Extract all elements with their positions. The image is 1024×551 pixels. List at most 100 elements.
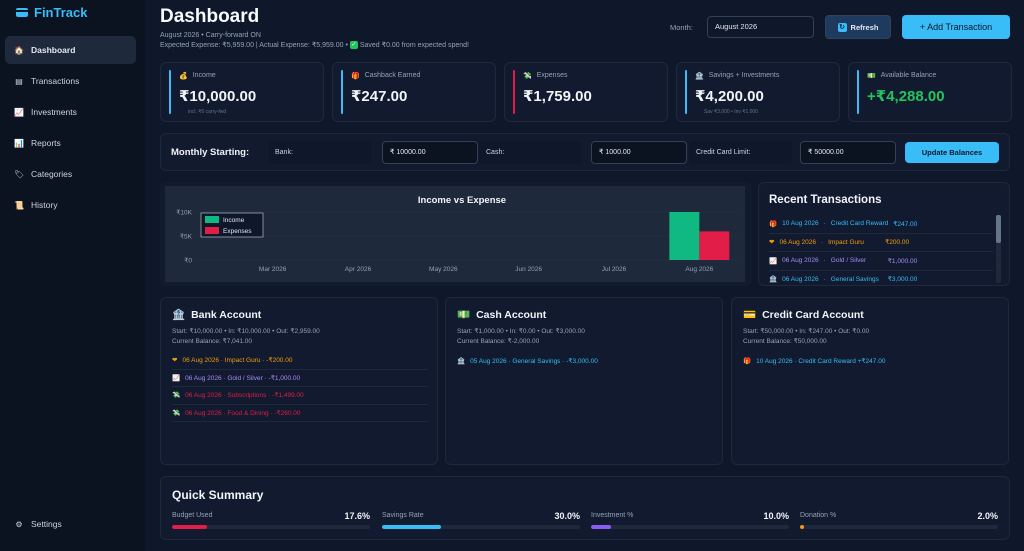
bar-expenses-aug-2026: [699, 231, 730, 260]
legend-swatch: [205, 227, 219, 234]
transaction-amount: ₹247.00: [893, 220, 918, 228]
transaction-date: 06 Aug 2026: [782, 257, 819, 265]
expense-summary-text: Expected Expense: ₹5,959.00 | Actual Exp…: [160, 42, 348, 49]
sidebar-item-label: Transactions: [31, 76, 80, 86]
sidebar-item-label: Settings: [31, 519, 62, 529]
list-item[interactable]: 🎁 10 Aug 2026 · Credit Card Reward ₹247.00: [769, 215, 993, 234]
transaction-text: 06 Aug 2026 · Gold / Silver · -₹1,000.00: [185, 374, 301, 382]
sidebar-item-investments[interactable]: 📈 Investments: [5, 98, 136, 126]
gift-icon: 🎁: [769, 220, 778, 228]
transaction-text: 06 Aug 2026 · Food & Dining · -₹260.00: [185, 409, 301, 417]
check-icon: ✓: [349, 41, 358, 50]
account-transactions: ❤ 06 Aug 2026 · Impact Guru · -₹200.00 📈 06…: [172, 352, 428, 422]
sidebar-item-label: Reports: [31, 138, 61, 148]
sidebar-item-history[interactable]: 📜 History: [5, 191, 136, 219]
quick-summary-panel: Quick Summary Budget Used 17.6% Savings Ra…: [160, 476, 1010, 540]
bank-icon: 🏦: [695, 73, 704, 80]
sidebar-item-transactions[interactable]: ▤ Transactions: [5, 67, 136, 95]
cash-icon: 💵: [867, 73, 876, 80]
heart-icon: ❤: [172, 357, 178, 365]
account-balance: Current Balance: ₹50,000.00: [743, 338, 827, 345]
list-item[interactable]: 🏦 06 Aug 2026 · General Savings ₹3,000.00: [769, 271, 993, 286]
chart-up-icon: 📈: [14, 107, 24, 117]
recent-transactions-title: Recent Transactions: [769, 194, 882, 206]
tag-icon: 🏷: [14, 169, 25, 179]
metric-progress-fill: [172, 525, 207, 529]
bank-icon: 🏦: [172, 309, 186, 321]
credit-limit-input[interactable]: ₹ 50000.00: [800, 141, 896, 164]
stat-note: Sav ₹3,000 • Inv ₹1,000: [704, 109, 758, 115]
credit-card-icon: 💳: [743, 309, 757, 321]
monthly-starting-title: Monthly Starting:: [171, 147, 250, 158]
sidebar-item-label: Dashboard: [31, 45, 76, 55]
account-transactions: 🎁 10 Aug 2026 · Credit Card Reward +₹247.…: [743, 352, 999, 370]
recent-scrollbar-thumb[interactable]: [996, 215, 1001, 243]
transaction-description: Impact Guru: [828, 238, 864, 246]
stat-note: incl. ₹0 carry-fwd: [188, 109, 227, 115]
main-content: Dashboard August 2026 • Carry-forward ON…: [145, 0, 1024, 551]
stat-label-text: Income: [192, 72, 216, 79]
account-panel: 💳 Credit Card Account Start: ₹50,000.00 • …: [731, 297, 1009, 465]
month-input[interactable]: August 2026: [707, 16, 814, 38]
metric-progress-track: [172, 525, 370, 529]
account-meta: Start: ₹10,000.00 • In: ₹10,000.00 • Out…: [172, 327, 320, 347]
month-label: Month:: [670, 23, 693, 32]
x-tick-label: May 2026: [429, 266, 458, 273]
metric-label: Savings Rate: [382, 512, 424, 519]
monthly-starting-bar: Monthly Starting: Bank: ₹ 10000.00 Cash:…: [160, 133, 1010, 171]
x-tick-label: Jul 2026: [602, 266, 627, 273]
stat-card: 💰 Income ₹10,000.00 incl. ₹0 carry-fwd: [160, 62, 324, 122]
credit-limit-label: Credit Card Limit:: [689, 141, 792, 164]
sidebar-item-label: Investments: [31, 107, 77, 117]
metric-progress-fill: [382, 525, 442, 529]
stat-value: ₹4,200.00: [695, 88, 764, 105]
legend-label: Income: [223, 217, 245, 224]
metric-progress-track: [382, 525, 580, 529]
account-meta: Start: ₹1,000.00 • In: ₹0.00 • Out: ₹3,0…: [457, 327, 585, 347]
gift-icon: 🎁: [743, 357, 752, 365]
heart-icon: ❤: [769, 239, 775, 247]
list-item[interactable]: ❤ 06 Aug 2026 · Impact Guru · -₹200.00: [172, 352, 428, 370]
list-item[interactable]: 💸 06 Aug 2026 · Food & Dining · -₹260.00: [172, 405, 428, 422]
list-item[interactable]: 📈 06 Aug 2026 · Gold / Silver ₹1,000.00: [769, 252, 993, 271]
account-title-text: Cash Account: [476, 308, 547, 321]
list-item[interactable]: 📈 06 Aug 2026 · Gold / Silver · -₹1,000.0…: [172, 370, 428, 387]
add-transaction-button[interactable]: + Add Transaction: [902, 15, 1010, 39]
subtitle-expense-summary: Expected Expense: ₹5,959.00 | Actual Exp…: [160, 41, 469, 51]
app-name: FinTrack: [34, 5, 88, 20]
gift-icon: 🎁: [351, 73, 360, 80]
y-tick-label: ₹10K: [176, 209, 192, 217]
separator: ·: [823, 220, 826, 228]
stat-accent-bar: [513, 70, 515, 114]
subtitle-period: August 2026 • Carry-forward ON: [160, 32, 261, 39]
sidebar-item-reports[interactable]: 📊 Reports: [5, 129, 136, 157]
list-item[interactable]: 🏦 05 Aug 2026 · General Savings · -₹3,000…: [457, 352, 713, 370]
recent-transactions-panel: Recent Transactions 🎁 10 Aug 2026 · Credit …: [758, 182, 1010, 286]
sidebar-item-categories[interactable]: 🏷 Categories: [5, 160, 136, 188]
transaction-description: General Savings: [830, 275, 879, 283]
account-flow: Start: ₹50,000.00 • In: ₹247.00 • Out: ₹…: [743, 328, 870, 335]
sidebar-item-settings[interactable]: ⚙ Settings: [14, 519, 62, 529]
stat-value: ₹247.00: [351, 88, 408, 105]
stat-card: 🎁 Cashback Earned ₹247.00: [332, 62, 496, 122]
metric-progress-track: [800, 525, 998, 529]
update-balances-button[interactable]: Update Balances: [905, 142, 999, 163]
separator: ·: [820, 238, 824, 246]
refresh-button[interactable]: ↻ Refresh: [825, 15, 891, 39]
x-tick-label: Aug 2026: [685, 266, 713, 273]
stat-label: 💵 Available Balance: [867, 72, 936, 80]
cash-starting-input[interactable]: ₹ 1000.00: [591, 141, 687, 164]
bank-starting-input[interactable]: ₹ 10000.00: [382, 141, 478, 164]
list-item[interactable]: 💸 06 Aug 2026 · Subscriptions · -₹1,499.0…: [172, 387, 428, 405]
sidebar-item-dashboard[interactable]: 🏠 Dashboard: [5, 36, 136, 64]
list-item[interactable]: ❤ 06 Aug 2026 · Impact Guru ₹200.00: [769, 234, 993, 252]
transaction-description: Credit Card Reward: [830, 220, 889, 228]
chart-svg: Income vs Expense ₹0 ₹5K ₹10K Mar 2026 Apr 20…: [165, 186, 745, 282]
sidebar-item-label: Categories: [31, 169, 73, 179]
stat-label-text: Expenses: [536, 72, 568, 79]
metric-value: 2.0%: [977, 511, 998, 521]
list-item[interactable]: 🎁 10 Aug 2026 · Credit Card Reward +₹247.…: [743, 352, 999, 370]
recent-scrollbar[interactable]: [996, 215, 1001, 283]
app-brand[interactable]: FinTrack: [16, 5, 87, 20]
stat-card: 💸 Expenses ₹1,759.00: [504, 62, 668, 122]
